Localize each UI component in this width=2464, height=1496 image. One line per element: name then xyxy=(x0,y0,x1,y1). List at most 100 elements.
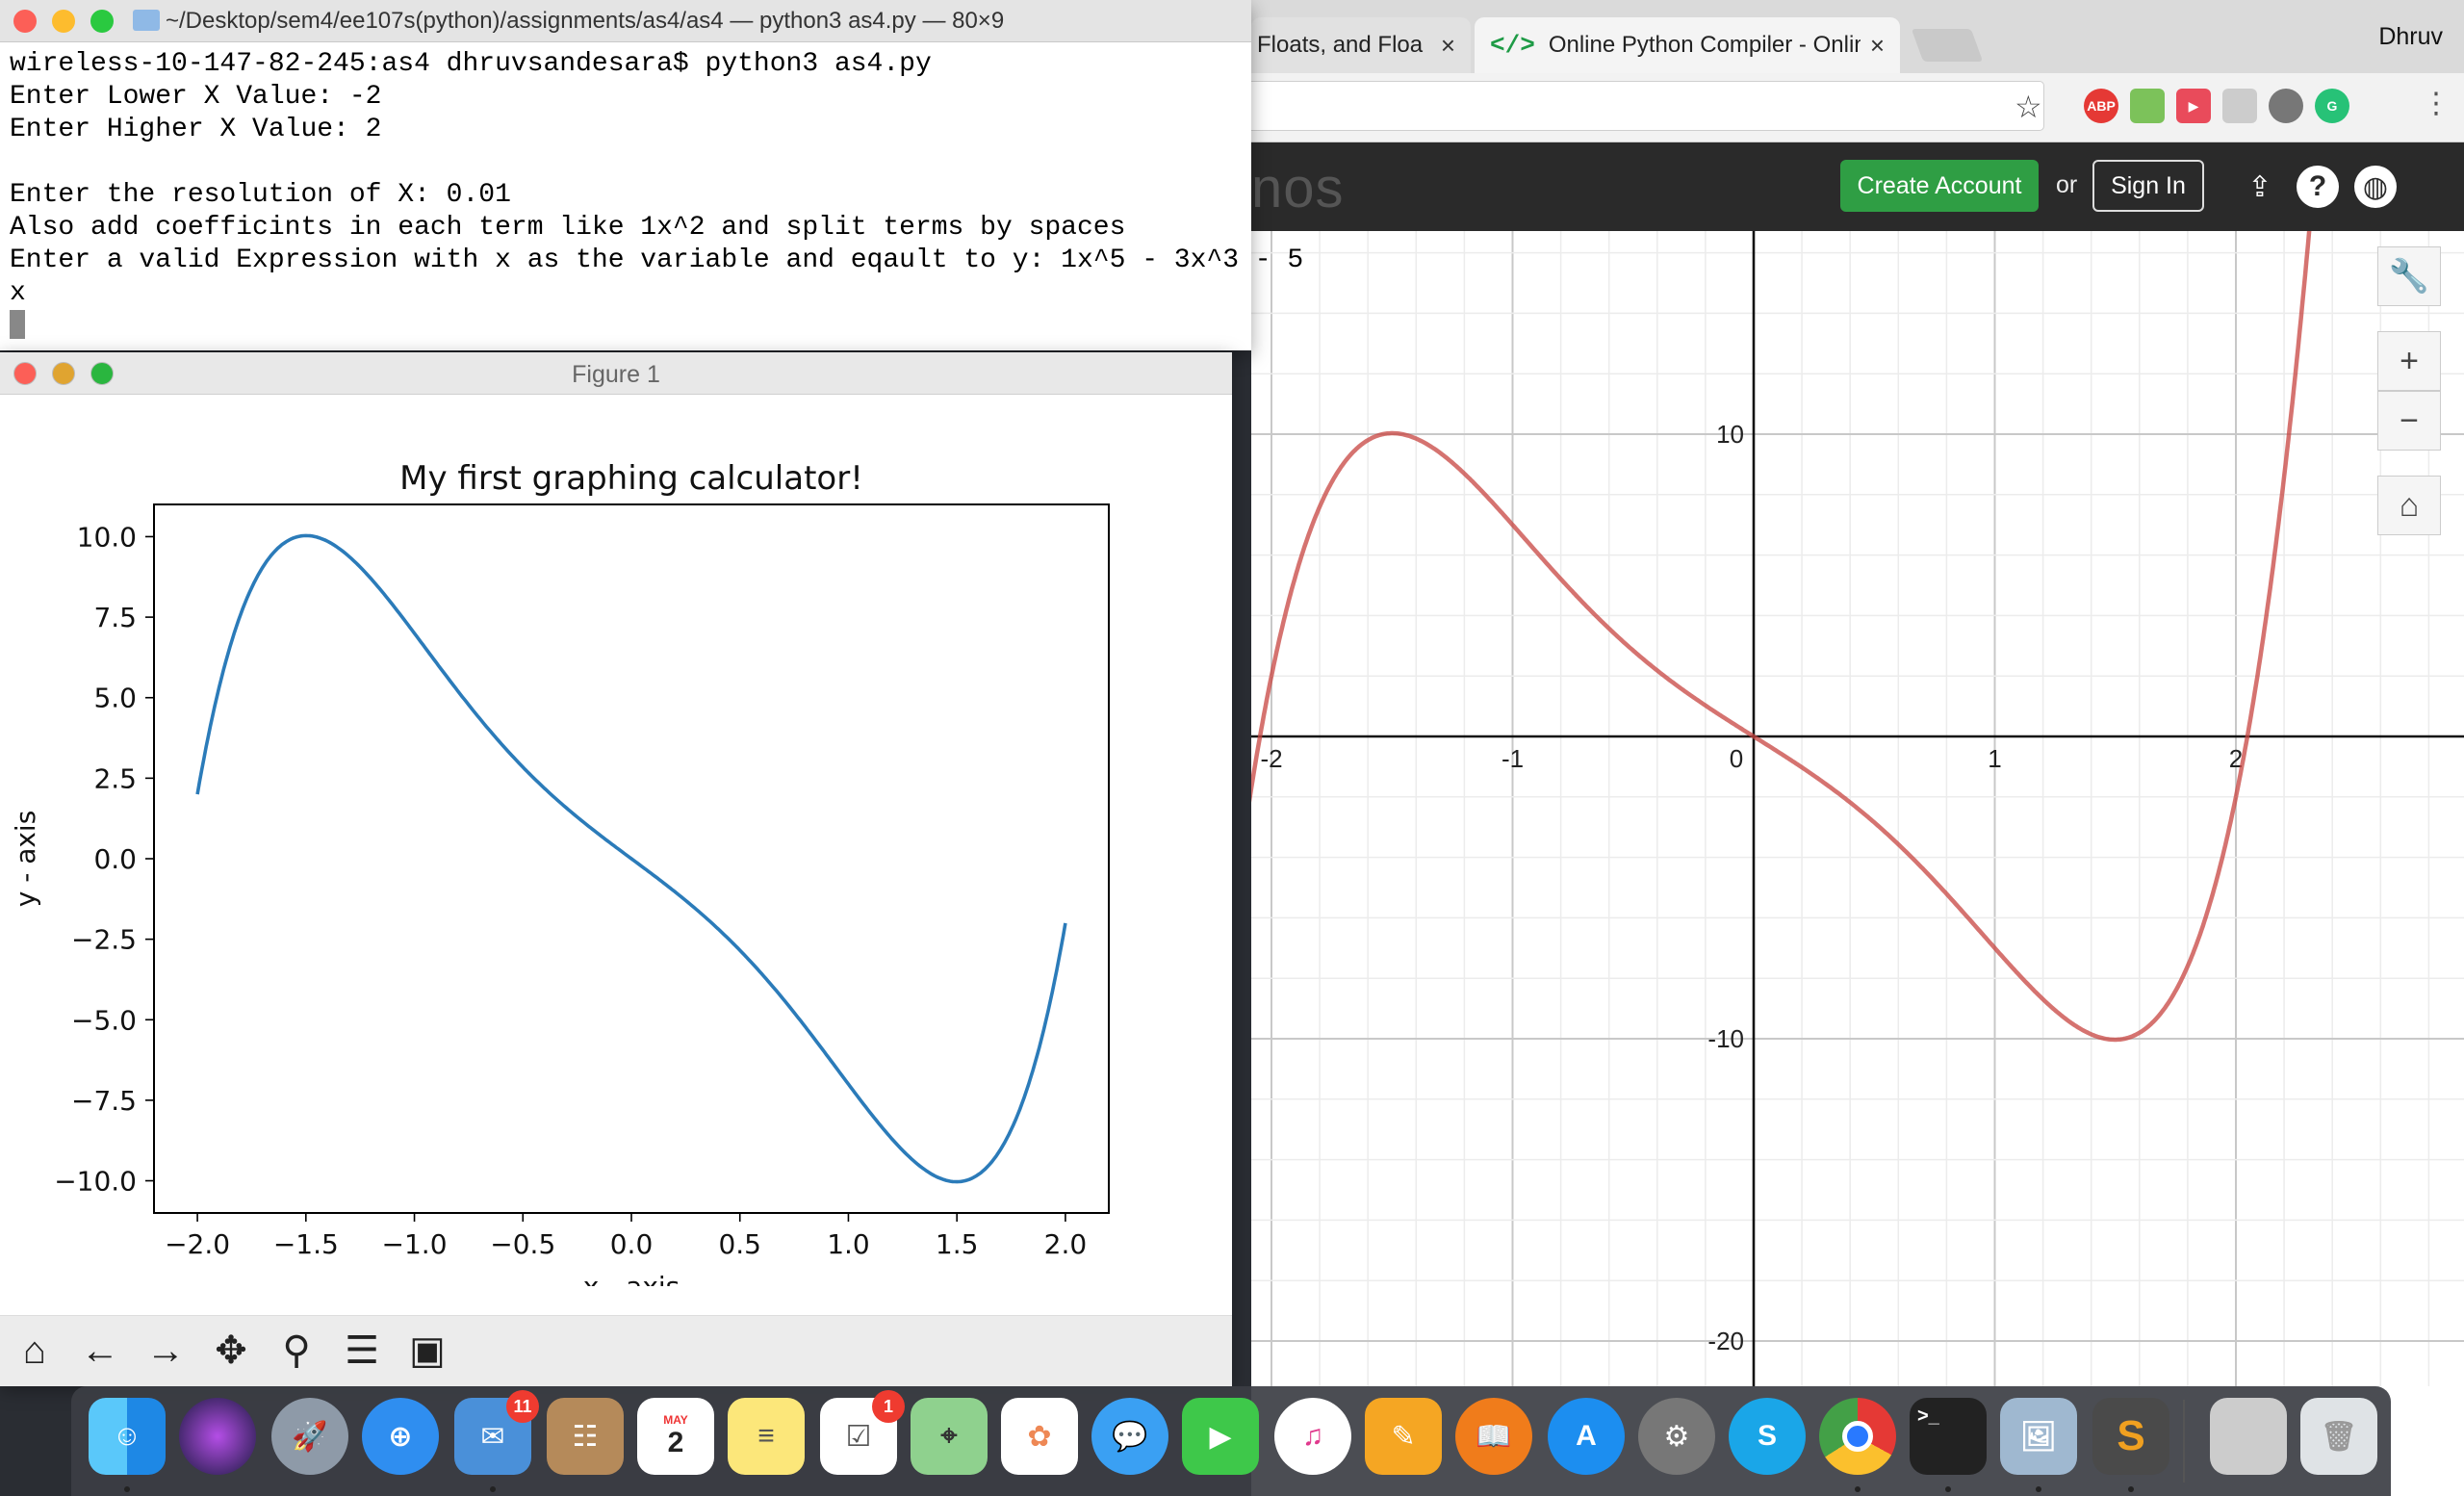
running-indicator xyxy=(490,1486,496,1492)
itunes-icon[interactable]: ♫ xyxy=(1274,1398,1351,1475)
siri-icon[interactable] xyxy=(179,1398,256,1475)
running-indicator xyxy=(1945,1486,1951,1492)
shield-extension-icon[interactable] xyxy=(2130,89,2165,123)
finder-icon[interactable]: ☺ xyxy=(89,1398,166,1475)
desmos-graph-paper[interactable]: -2 -1 0 1 210-10-20 xyxy=(1251,231,2464,1386)
home-icon[interactable]: ⌂ xyxy=(2377,476,2441,535)
address-bar[interactable] xyxy=(1245,81,2044,131)
wave-extension-icon[interactable] xyxy=(2269,89,2303,123)
facetime-icon[interactable]: ▶ xyxy=(1182,1398,1259,1475)
tab-floats[interactable]: Floats, and Floa × xyxy=(1251,17,1471,73)
desmos-logo[interactable]: nos xyxy=(1251,157,1345,219)
maps-icon[interactable]: ⌖ xyxy=(911,1398,988,1475)
dock-separator xyxy=(2183,1400,2185,1483)
chrome-icon[interactable] xyxy=(1819,1398,1896,1475)
zoom-out-icon[interactable]: − xyxy=(2377,391,2441,451)
calendar-icon[interactable]: MAY 2 xyxy=(637,1398,714,1475)
globe-icon[interactable]: ◍ xyxy=(2354,166,2397,208)
y-tick-label: −7.5 xyxy=(71,1085,137,1117)
or-label: or xyxy=(2056,171,2078,198)
desmos-header: nos Create Account or Sign In ⇪ ? ◍ xyxy=(1251,142,2464,231)
running-indicator xyxy=(124,1486,130,1492)
y-tick-label: 5.0 xyxy=(93,683,137,714)
back-arrow-icon[interactable]: ← xyxy=(81,1328,119,1372)
grammarly-icon[interactable]: G xyxy=(2315,89,2349,123)
share-icon[interactable]: ⇪ xyxy=(2247,170,2272,203)
adblock-icon[interactable]: ABP xyxy=(2084,89,2118,123)
zoom-button[interactable] xyxy=(90,362,114,385)
forward-arrow-icon[interactable]: → xyxy=(146,1328,185,1372)
x-tick-label: -2 xyxy=(1260,744,1282,773)
dock: ☺ 🚀 ⊕ ✉ 11 ☷ MAY 2 ≡ ☑ 1 ⌖ ✿ 💬 ▶ ♫ ✎ 📖 A ⚙… xyxy=(71,1386,2391,1496)
ibooks-icon[interactable]: 📖 xyxy=(1455,1398,1532,1475)
record-extension-icon[interactable]: ▶ xyxy=(2176,89,2211,123)
save-icon[interactable]: ▣ xyxy=(409,1329,446,1372)
minimize-button[interactable] xyxy=(52,362,75,385)
tab-online-python-compiler[interactable]: </> Online Python Compiler - Onlin × xyxy=(1475,17,1900,73)
sublime-text-icon[interactable]: S xyxy=(2092,1398,2169,1475)
messages-icon[interactable]: 💬 xyxy=(1091,1398,1168,1475)
evernote-icon[interactable] xyxy=(2222,89,2257,123)
running-indicator xyxy=(2128,1486,2134,1492)
x-tick-label: 1 xyxy=(1988,744,2001,773)
app-store-icon[interactable]: A xyxy=(1548,1398,1625,1475)
close-button[interactable] xyxy=(13,362,37,385)
home-icon[interactable]: ⌂ xyxy=(22,1328,47,1372)
matplotlib-plot[interactable]: My first graphing calculator! −2.0 −1.5 −1.… xyxy=(0,395,1232,1286)
close-button[interactable] xyxy=(13,10,37,33)
trash-icon[interactable]: 🗑 xyxy=(2300,1398,2377,1475)
running-indicator xyxy=(1855,1486,1861,1492)
system-preferences-icon[interactable]: ⚙ xyxy=(1638,1398,1715,1475)
x-tick-label: 0.5 xyxy=(718,1228,761,1260)
toolbar: ☆ ABP ▶ G ⋮ xyxy=(1245,73,2464,142)
pan-icon[interactable]: ✥ xyxy=(215,1329,247,1372)
bookmark-star-icon[interactable]: ☆ xyxy=(2015,90,2042,124)
x-tick-label: -1 xyxy=(1502,744,1524,773)
terminal-icon[interactable]: >_ xyxy=(1910,1398,1987,1475)
close-icon[interactable]: × xyxy=(1869,30,1885,60)
terminal-titlebar[interactable]: ~/Desktop/sem4/ee107s(python)/assignment… xyxy=(0,0,1251,42)
terminal-line: Enter Lower X Value: -2 xyxy=(10,82,382,112)
x-tick-label: 0 xyxy=(1730,744,1743,773)
x-axis-label: x - axis xyxy=(583,1271,680,1286)
sign-in-button[interactable]: Sign In xyxy=(2092,160,2204,212)
y-tick-label: 7.5 xyxy=(93,602,137,633)
browser-window: Floats, and Floa × </> Online Python Com… xyxy=(1245,0,2464,1496)
configure-subplots-icon[interactable]: ☰ xyxy=(345,1329,379,1372)
contacts-icon[interactable]: ☷ xyxy=(547,1398,624,1475)
zoom-icon[interactable]: ⚲ xyxy=(282,1329,311,1372)
safari-icon[interactable]: ⊕ xyxy=(362,1398,439,1475)
zoom-in-icon[interactable]: + xyxy=(2377,331,2441,391)
calendar-day: 2 xyxy=(667,1427,684,1458)
downloads-stack-icon[interactable] xyxy=(2210,1398,2287,1475)
terminal-line: Enter a valid Expression with x as the v… xyxy=(10,245,1304,275)
figure-titlebar[interactable]: Figure 1 xyxy=(0,352,1232,395)
skype-icon[interactable]: S xyxy=(1729,1398,1806,1475)
close-icon[interactable]: × xyxy=(1440,30,1455,60)
figure-toolbar: ⌂ ← → ✥ ⚲ ☰ ▣ xyxy=(0,1315,1232,1386)
reminders-icon[interactable]: ☑ 1 xyxy=(820,1390,905,1475)
x-tick-label: 2 xyxy=(2229,744,2243,773)
terminal-output[interactable]: wireless-10-147-82-245:as4 dhruvsandesar… xyxy=(10,48,1303,344)
wrench-icon[interactable]: 🔧 xyxy=(2377,246,2441,306)
y-axis-label: y - axis xyxy=(10,811,41,908)
zoom-button[interactable] xyxy=(90,10,114,33)
launchpad-icon[interactable]: 🚀 xyxy=(271,1398,348,1475)
menu-icon[interactable]: ⋮ xyxy=(2422,88,2451,119)
x-tick-label: −1.5 xyxy=(273,1228,339,1260)
figure-window: Figure 1 My first graphing calculator! −2… xyxy=(0,352,1232,1386)
mail-icon[interactable]: ✉ 11 xyxy=(454,1390,539,1475)
pages-icon[interactable]: ✎ xyxy=(1365,1398,1442,1475)
x-tick-label: 0.0 xyxy=(610,1228,654,1260)
new-tab-button[interactable] xyxy=(1911,29,1984,62)
profile-name[interactable]: Dhruv xyxy=(2378,23,2443,50)
notes-icon[interactable]: ≡ xyxy=(728,1398,805,1475)
photos-icon[interactable]: ✿ xyxy=(1001,1398,1078,1475)
create-account-button[interactable]: Create Account xyxy=(1840,160,2039,212)
help-icon[interactable]: ? xyxy=(2297,166,2339,208)
figure-title: Figure 1 xyxy=(572,361,660,388)
minimize-button[interactable] xyxy=(52,10,75,33)
y-tick-label: -10 xyxy=(1707,1024,1744,1053)
y-tick-label: -20 xyxy=(1707,1327,1744,1355)
preview-icon[interactable]: 🖼 xyxy=(2000,1398,2077,1475)
